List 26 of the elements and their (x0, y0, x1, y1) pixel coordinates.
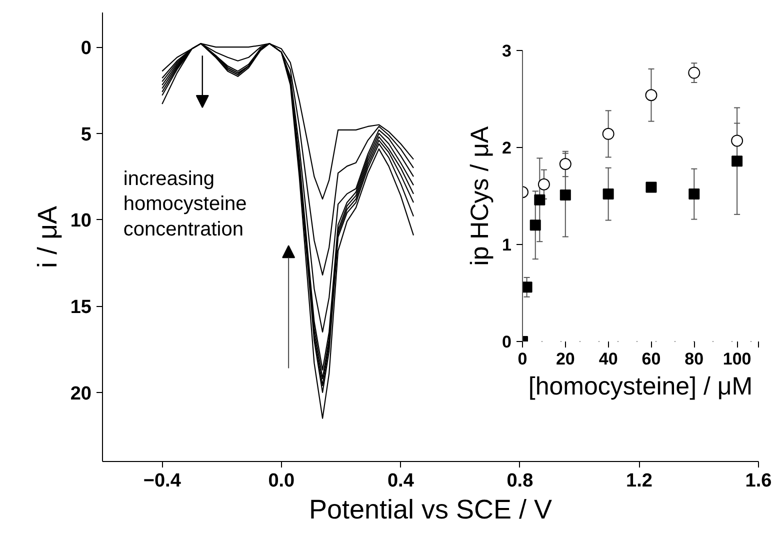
x-tick-label: 100 (722, 350, 752, 368)
x-tick-label: −0.4 (143, 470, 182, 492)
x-tick-label: 1.6 (745, 470, 772, 492)
x-tick-label: 80 (684, 350, 704, 368)
x-tick-label: 20 (556, 350, 575, 368)
y-tick-label: 1 (502, 236, 512, 254)
x-tick-label: 0.8 (506, 470, 534, 492)
y-tick-label: 0 (80, 38, 92, 60)
y-tick-label: 20 (70, 383, 92, 404)
y-tick-label: 3 (502, 42, 512, 60)
x-axis-title: Potential vs SCE / V (308, 494, 552, 524)
x-tick-label: 1.2 (626, 470, 652, 492)
y-tick-label: 15 (70, 297, 92, 318)
x-tick-label: 0.4 (387, 470, 414, 492)
y-tick-label: 2 (502, 138, 512, 158)
y-axis-title: ip HCys / μA (466, 126, 494, 266)
y-tick-label: 0 (502, 332, 512, 352)
annotation: increasing homocysteine concentration (123, 168, 247, 241)
x-tick-label: 60 (642, 350, 661, 368)
x-tick-label: 0 (518, 350, 528, 368)
x-tick-label: 40 (598, 350, 618, 368)
y-axis-title: i / μA (32, 206, 62, 268)
y-tick-label: 5 (80, 124, 92, 146)
x-axis-title: [homocysteine] / μM (528, 372, 753, 400)
y-tick-label: 10 (70, 210, 92, 232)
x-tick-label: 0.0 (268, 470, 295, 492)
